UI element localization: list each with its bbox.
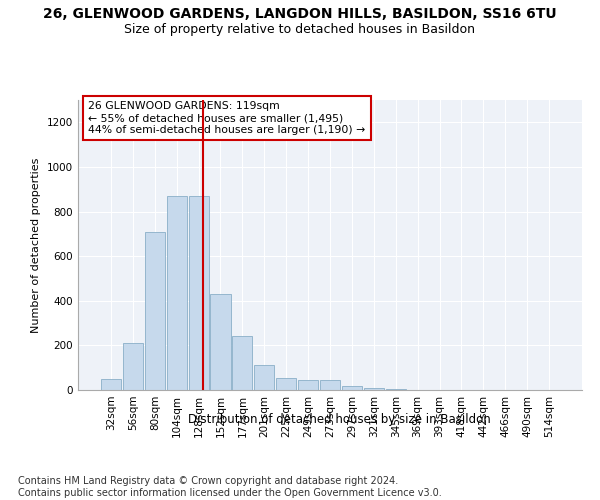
Text: Contains HM Land Registry data © Crown copyright and database right 2024.
Contai: Contains HM Land Registry data © Crown c… bbox=[18, 476, 442, 498]
Bar bbox=[167, 196, 187, 390]
Bar bbox=[320, 380, 340, 390]
Bar bbox=[254, 366, 274, 390]
Bar bbox=[342, 386, 362, 390]
Bar bbox=[101, 379, 121, 390]
Text: 26 GLENWOOD GARDENS: 119sqm
← 55% of detached houses are smaller (1,495)
44% of : 26 GLENWOOD GARDENS: 119sqm ← 55% of det… bbox=[88, 102, 365, 134]
Bar bbox=[298, 380, 318, 390]
Bar bbox=[232, 336, 253, 390]
Y-axis label: Number of detached properties: Number of detached properties bbox=[31, 158, 41, 332]
Bar bbox=[211, 294, 230, 390]
Text: Distribution of detached houses by size in Basildon: Distribution of detached houses by size … bbox=[188, 412, 490, 426]
Text: 26, GLENWOOD GARDENS, LANGDON HILLS, BASILDON, SS16 6TU: 26, GLENWOOD GARDENS, LANGDON HILLS, BAS… bbox=[43, 8, 557, 22]
Bar bbox=[123, 343, 143, 390]
Bar bbox=[364, 388, 384, 390]
Bar bbox=[188, 196, 209, 390]
Bar bbox=[276, 378, 296, 390]
Text: Size of property relative to detached houses in Basildon: Size of property relative to detached ho… bbox=[125, 22, 476, 36]
Bar bbox=[145, 232, 165, 390]
